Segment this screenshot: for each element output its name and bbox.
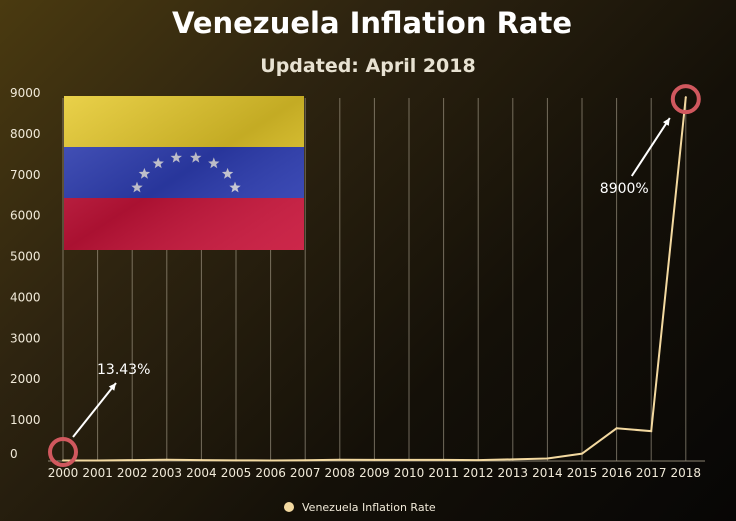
y-tick-label: 5000 bbox=[10, 250, 41, 264]
data-point bbox=[269, 459, 272, 462]
data-point bbox=[338, 458, 341, 461]
data-point bbox=[684, 96, 687, 99]
x-tick-label: 2011 bbox=[428, 466, 459, 480]
x-tick-label: 2018 bbox=[671, 466, 702, 480]
x-tick-label: 2003 bbox=[152, 466, 183, 480]
chart-title: Venezuela Inflation Rate bbox=[172, 6, 572, 40]
y-tick-label: 2000 bbox=[10, 372, 41, 386]
data-point bbox=[650, 430, 653, 433]
y-tick-label: 7000 bbox=[10, 168, 41, 182]
data-point bbox=[131, 459, 134, 462]
data-point bbox=[408, 458, 410, 461]
annotation-label: 8900% bbox=[600, 181, 649, 197]
annotations: 13.43% 8900% bbox=[48, 84, 701, 467]
data-point bbox=[235, 459, 237, 462]
x-tick-label: 2009 bbox=[359, 466, 390, 480]
x-tick-label: 2007 bbox=[290, 466, 321, 480]
y-tick-label: 0 bbox=[10, 447, 18, 461]
x-tick-label: 2002 bbox=[117, 466, 148, 480]
data-point bbox=[477, 459, 480, 462]
legend-label: Venezuela Inflation Rate bbox=[302, 501, 436, 514]
x-tick-label: 2016 bbox=[601, 466, 632, 480]
arrow-head-icon bbox=[108, 383, 116, 391]
x-axis-ticks: 2000 2001 2002 2003 2004 2005 2006 2007 2008 2009… bbox=[48, 466, 701, 480]
data-point bbox=[511, 458, 514, 461]
y-tick-label: 9000 bbox=[10, 86, 41, 100]
series-points bbox=[62, 96, 687, 462]
x-tick-label: 2008 bbox=[325, 466, 356, 480]
x-tick-label: 2004 bbox=[186, 466, 217, 480]
highlight-circle bbox=[48, 437, 78, 467]
x-tick-label: 2000 bbox=[48, 466, 79, 480]
data-point bbox=[200, 459, 203, 462]
arrow-line bbox=[72, 382, 117, 438]
x-tick-label: 2014 bbox=[532, 466, 563, 480]
highlight-circle bbox=[670, 84, 701, 115]
x-tick-label: 2005 bbox=[221, 466, 252, 480]
y-tick-label: 3000 bbox=[10, 331, 41, 345]
arrow-head-icon bbox=[662, 118, 670, 126]
data-point bbox=[442, 458, 445, 461]
data-point bbox=[546, 457, 549, 460]
chart-subtitle: Updated: April 2018 bbox=[260, 55, 475, 77]
flag-shading bbox=[64, 96, 304, 250]
x-tick-label: 2015 bbox=[567, 466, 598, 480]
data-point bbox=[581, 452, 583, 455]
legend-marker bbox=[284, 502, 294, 512]
data-point bbox=[373, 458, 376, 461]
y-tick-label: 8000 bbox=[10, 127, 41, 141]
y-tick-label: 1000 bbox=[10, 413, 41, 427]
x-tick-label: 2012 bbox=[463, 466, 494, 480]
x-tick-label: 2006 bbox=[255, 466, 286, 480]
x-tick-label: 2010 bbox=[394, 466, 425, 480]
data-point bbox=[165, 458, 168, 461]
x-tick-label: 2001 bbox=[82, 466, 113, 480]
annotation-label: 13.43% bbox=[97, 362, 150, 378]
x-tick-label: 2013 bbox=[498, 466, 529, 480]
arrow-line bbox=[630, 117, 671, 177]
venezuela-flag bbox=[64, 96, 304, 250]
x-tick-label: 2017 bbox=[636, 466, 667, 480]
data-point bbox=[96, 459, 99, 462]
y-axis-ticks: 0 1000 2000 3000 4000 5000 6000 7000 8000 9000 bbox=[10, 86, 41, 461]
data-point bbox=[304, 459, 307, 462]
y-tick-label: 4000 bbox=[10, 290, 41, 304]
data-point bbox=[615, 427, 618, 430]
data-point bbox=[62, 459, 64, 462]
y-tick-label: 6000 bbox=[10, 209, 41, 223]
